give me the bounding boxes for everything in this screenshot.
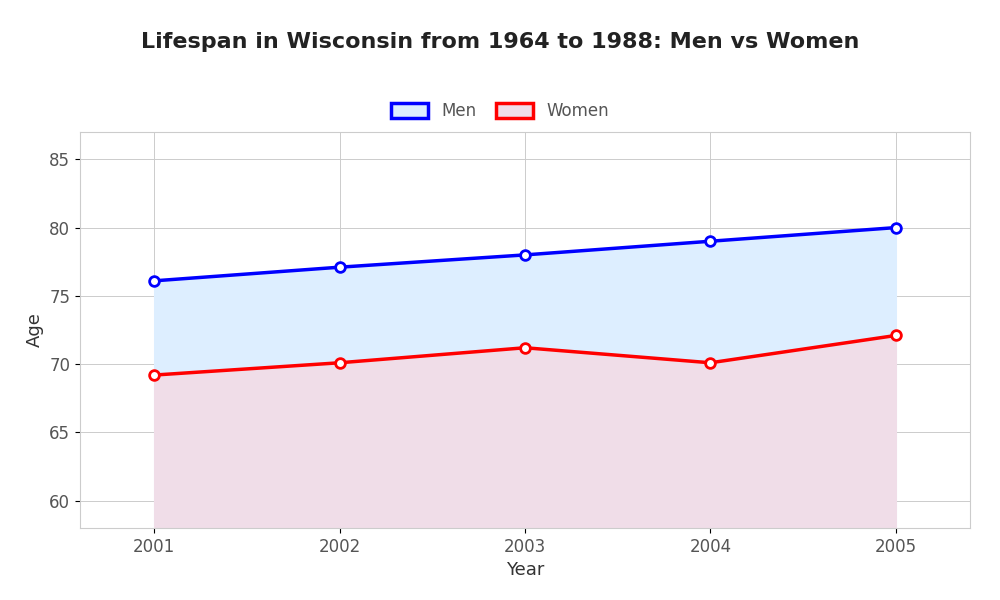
Legend: Men, Women: Men, Women	[384, 95, 616, 127]
Text: Lifespan in Wisconsin from 1964 to 1988: Men vs Women: Lifespan in Wisconsin from 1964 to 1988:…	[141, 32, 859, 52]
Y-axis label: Age: Age	[26, 313, 44, 347]
X-axis label: Year: Year	[506, 561, 544, 579]
